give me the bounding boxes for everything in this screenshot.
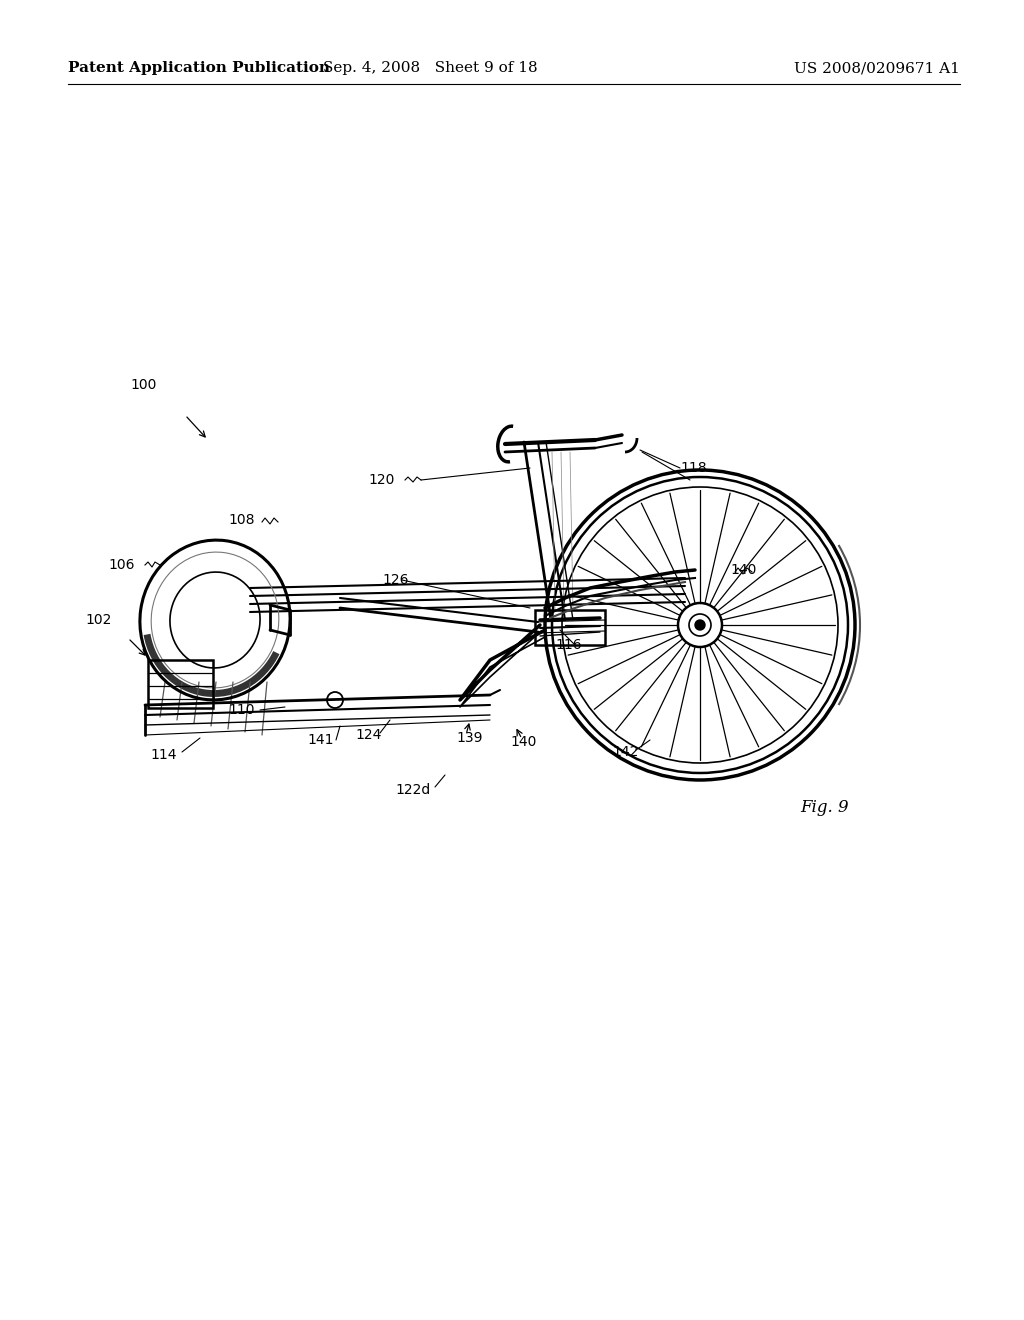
- Text: US 2008/0209671 A1: US 2008/0209671 A1: [795, 61, 961, 75]
- Text: 139: 139: [456, 731, 482, 744]
- Bar: [148, 660, 213, 708]
- Text: 122d: 122d: [395, 783, 430, 797]
- Text: 140: 140: [730, 564, 757, 577]
- Text: 118: 118: [680, 461, 707, 475]
- Text: Fig. 9: Fig. 9: [800, 800, 849, 817]
- Text: 116: 116: [555, 638, 582, 652]
- Text: 140: 140: [510, 735, 537, 748]
- Text: 126: 126: [382, 573, 409, 587]
- Text: 141: 141: [307, 733, 334, 747]
- Circle shape: [695, 620, 705, 630]
- Text: Sep. 4, 2008   Sheet 9 of 18: Sep. 4, 2008 Sheet 9 of 18: [323, 61, 538, 75]
- Text: 100: 100: [130, 378, 157, 392]
- Text: 102: 102: [85, 612, 112, 627]
- Text: Patent Application Publication: Patent Application Publication: [68, 61, 330, 75]
- Bar: [535, 610, 605, 645]
- Text: 124: 124: [355, 729, 381, 742]
- Text: 108: 108: [228, 513, 255, 527]
- Text: 106: 106: [108, 558, 134, 572]
- Text: 110: 110: [228, 704, 255, 717]
- Text: 120: 120: [368, 473, 394, 487]
- Text: 142: 142: [612, 744, 638, 759]
- Text: 114: 114: [150, 748, 176, 762]
